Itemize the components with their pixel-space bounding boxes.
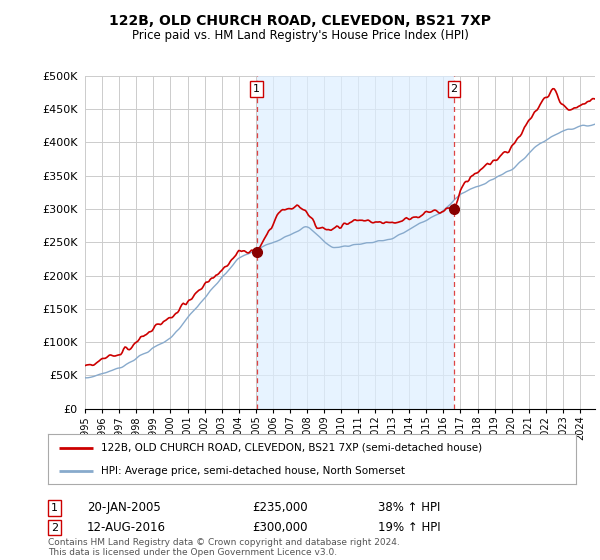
Text: Contains HM Land Registry data © Crown copyright and database right 2024.
This d: Contains HM Land Registry data © Crown c… <box>48 538 400 557</box>
Text: £300,000: £300,000 <box>252 521 308 534</box>
Text: £235,000: £235,000 <box>252 501 308 515</box>
Text: 122B, OLD CHURCH ROAD, CLEVEDON, BS21 7XP (semi-detached house): 122B, OLD CHURCH ROAD, CLEVEDON, BS21 7X… <box>101 442 482 452</box>
Text: HPI: Average price, semi-detached house, North Somerset: HPI: Average price, semi-detached house,… <box>101 466 405 476</box>
Text: 12-AUG-2016: 12-AUG-2016 <box>87 521 166 534</box>
Text: 1: 1 <box>253 84 260 94</box>
Text: 1: 1 <box>51 503 58 513</box>
Text: 2: 2 <box>51 522 58 533</box>
Text: 19% ↑ HPI: 19% ↑ HPI <box>378 521 440 534</box>
Text: 122B, OLD CHURCH ROAD, CLEVEDON, BS21 7XP: 122B, OLD CHURCH ROAD, CLEVEDON, BS21 7X… <box>109 14 491 28</box>
Text: 2: 2 <box>451 84 458 94</box>
Text: 38% ↑ HPI: 38% ↑ HPI <box>378 501 440 515</box>
Text: Price paid vs. HM Land Registry's House Price Index (HPI): Price paid vs. HM Land Registry's House … <box>131 29 469 42</box>
Bar <box>257 76 454 409</box>
Text: 20-JAN-2005: 20-JAN-2005 <box>87 501 161 515</box>
